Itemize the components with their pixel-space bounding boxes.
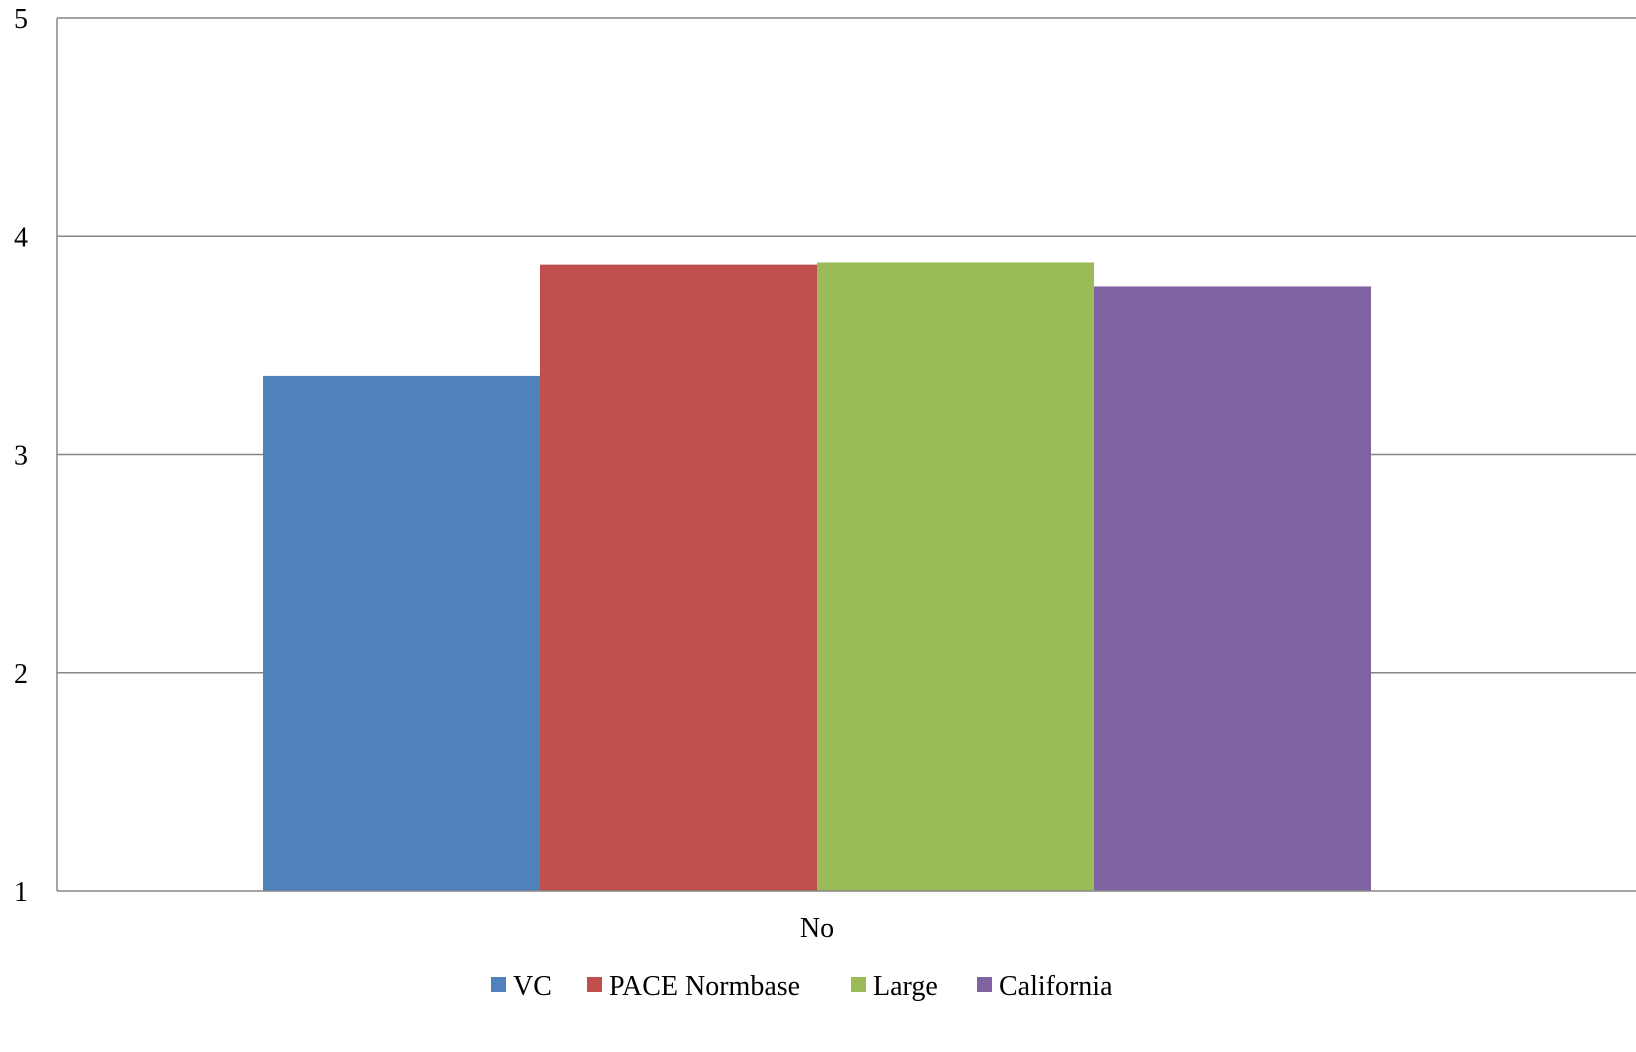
y-tick-label: 4 <box>14 222 28 253</box>
axes <box>56 18 1636 892</box>
legend-swatch <box>977 977 992 992</box>
bar-california <box>1094 286 1371 891</box>
bar-pace-normbase <box>540 264 817 891</box>
legend-label: Large <box>873 971 938 1002</box>
y-tick-label: 5 <box>14 4 28 35</box>
bar-vc <box>263 375 540 891</box>
legend-label: VC <box>513 971 552 1002</box>
legend-swatch <box>587 977 602 992</box>
y-tick-label: 2 <box>14 659 28 690</box>
y-tick-label: 3 <box>14 441 28 472</box>
legend-label: PACE Normbase <box>609 971 800 1002</box>
x-category-label: No <box>800 913 834 944</box>
legend: VC PACE Normbase Large California <box>491 971 1113 1002</box>
y-tick-label: 1 <box>14 877 28 908</box>
bar-large <box>817 262 1094 891</box>
legend-swatch <box>491 977 506 992</box>
legend-swatch <box>851 977 866 992</box>
bars <box>263 262 1371 891</box>
legend-label: California <box>999 971 1113 1002</box>
x-category-labels: No <box>800 913 834 944</box>
y-tick-labels: 1 2 3 4 5 <box>14 4 28 908</box>
